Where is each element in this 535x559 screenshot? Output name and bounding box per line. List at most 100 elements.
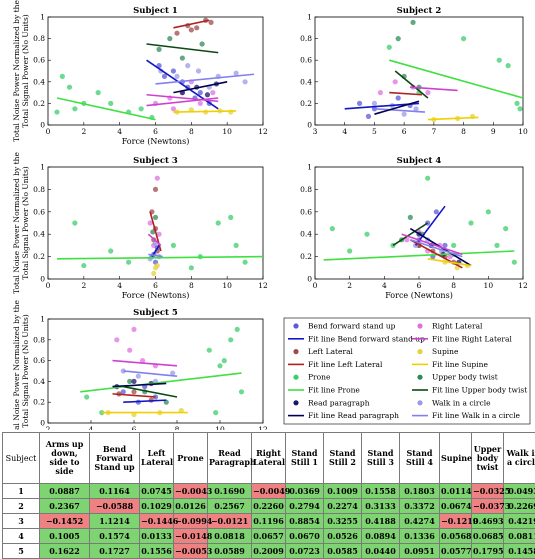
table-header: Bend Forward Stand up (90, 433, 140, 484)
table-cell: 0.1574 (90, 529, 140, 544)
data-point (239, 389, 244, 394)
data-point (364, 232, 369, 237)
x-tick-label: 6 (153, 281, 158, 290)
table-cell: −0.0148 (174, 529, 208, 544)
table-header: Stand Still 4 (400, 433, 440, 484)
data-point (156, 47, 161, 52)
table-cell: 0.0577 (440, 544, 472, 559)
table-cell-subject: 2 (3, 499, 40, 514)
data-point (402, 112, 407, 117)
table-cell-subject: 3 (3, 514, 40, 529)
y-tick-label: 0.6 (33, 207, 45, 216)
y-tick-label: 1 (40, 13, 45, 22)
table-cell: 0.0674 (440, 499, 472, 514)
data-point (330, 226, 335, 231)
y-axis-label: Total Noise Power Normalized by theTotal… (12, 0, 30, 142)
y-tick-label: 0.4 (300, 77, 312, 86)
legend-marker (293, 375, 298, 380)
x-tick-label: 12 (258, 281, 268, 290)
data-point (207, 348, 212, 353)
data-point (242, 260, 247, 265)
fit-line (173, 111, 236, 112)
y-tick-label: 0.8 (33, 34, 45, 43)
table-cell: −0.0994 (174, 514, 208, 529)
y-tick-label: 0 (40, 275, 45, 284)
data-point (512, 260, 517, 265)
legend-label: Fit line Bend forward stand up (308, 334, 425, 343)
table-cell: 0.0369 (286, 484, 324, 499)
data-point (357, 101, 362, 106)
table-cell: 0.0493 (504, 484, 535, 499)
table-cell: 0.1009 (324, 484, 362, 499)
y-axis-label: Total Noise Power Normalized by theTotal… (12, 300, 30, 430)
data-point (228, 215, 233, 220)
x-tick-label: 10 (215, 425, 225, 430)
data-point (196, 68, 201, 73)
table-header: Read Paragraph (208, 433, 252, 484)
data-point (114, 337, 119, 342)
legend-marker (293, 323, 298, 328)
x-tick-label: 4 (382, 281, 387, 290)
x-tick-label: 12 (518, 281, 528, 290)
data-point (378, 90, 383, 95)
data-point (486, 209, 491, 214)
table-header: Upper body twist (472, 433, 504, 484)
legend-label: Prone (308, 373, 331, 382)
legend-label: Fit line Right Lateral (432, 334, 512, 343)
data-point (372, 101, 377, 106)
table-cell: 0.0818 (208, 529, 252, 544)
y-tick-label: 0.8 (300, 185, 312, 194)
x-tick-label: 8 (189, 281, 194, 290)
table-cell: 0.8854 (286, 514, 324, 529)
y-tick-label: 0.8 (33, 335, 45, 344)
data-point (387, 45, 392, 50)
data-point (425, 176, 430, 181)
y-tick-label: 0.8 (33, 185, 45, 194)
table-cell: −0.1446 (140, 514, 174, 529)
legend-label: Fit line Walk in a circle (432, 411, 521, 420)
table-cell: −0.0043 (174, 484, 208, 499)
table-cell: 0.0745 (140, 484, 174, 499)
data-point (461, 36, 466, 41)
table-cell: 0.2274 (324, 499, 362, 514)
data-point (108, 248, 113, 253)
table-cell: 0.1029 (140, 499, 174, 514)
x-tick-label: 2 (347, 281, 352, 290)
data-point (494, 243, 499, 248)
table-cell: 0.0657 (252, 529, 286, 544)
table-cell: −0.0053 (174, 544, 208, 559)
table-cell: 0.0585 (324, 544, 362, 559)
table-cell: 0.1690 (208, 484, 252, 499)
y-tick-label: 0.2 (300, 99, 312, 108)
table-cell: 0.1005 (40, 529, 90, 544)
x-tick-label: 2 (46, 425, 51, 430)
data-point (366, 114, 371, 119)
plot-area (48, 17, 263, 125)
data-point (235, 327, 240, 332)
data-point (517, 106, 522, 111)
table-header-subject: Subject (3, 433, 40, 484)
legend-label: Left Lateral (308, 347, 354, 356)
data-point (222, 358, 227, 363)
data-point (153, 187, 158, 192)
data-point (153, 215, 158, 220)
x-tick-label: 0 (313, 281, 318, 290)
data-point (136, 374, 141, 379)
data-point (96, 90, 101, 95)
table-cell: 0.0894 (362, 529, 400, 544)
legend-label: Upper body twist (432, 373, 498, 382)
legend-marker (417, 400, 422, 405)
table-cell: 0.2367 (40, 499, 90, 514)
y-tick-label: 0.6 (300, 207, 312, 216)
legend-label: Fit line Left Lateral (308, 360, 383, 369)
x-tick-label: 6 (153, 127, 158, 136)
table-cell-subject: 4 (3, 529, 40, 544)
data-point (81, 263, 86, 268)
table-header: Stand Still 1 (286, 433, 324, 484)
